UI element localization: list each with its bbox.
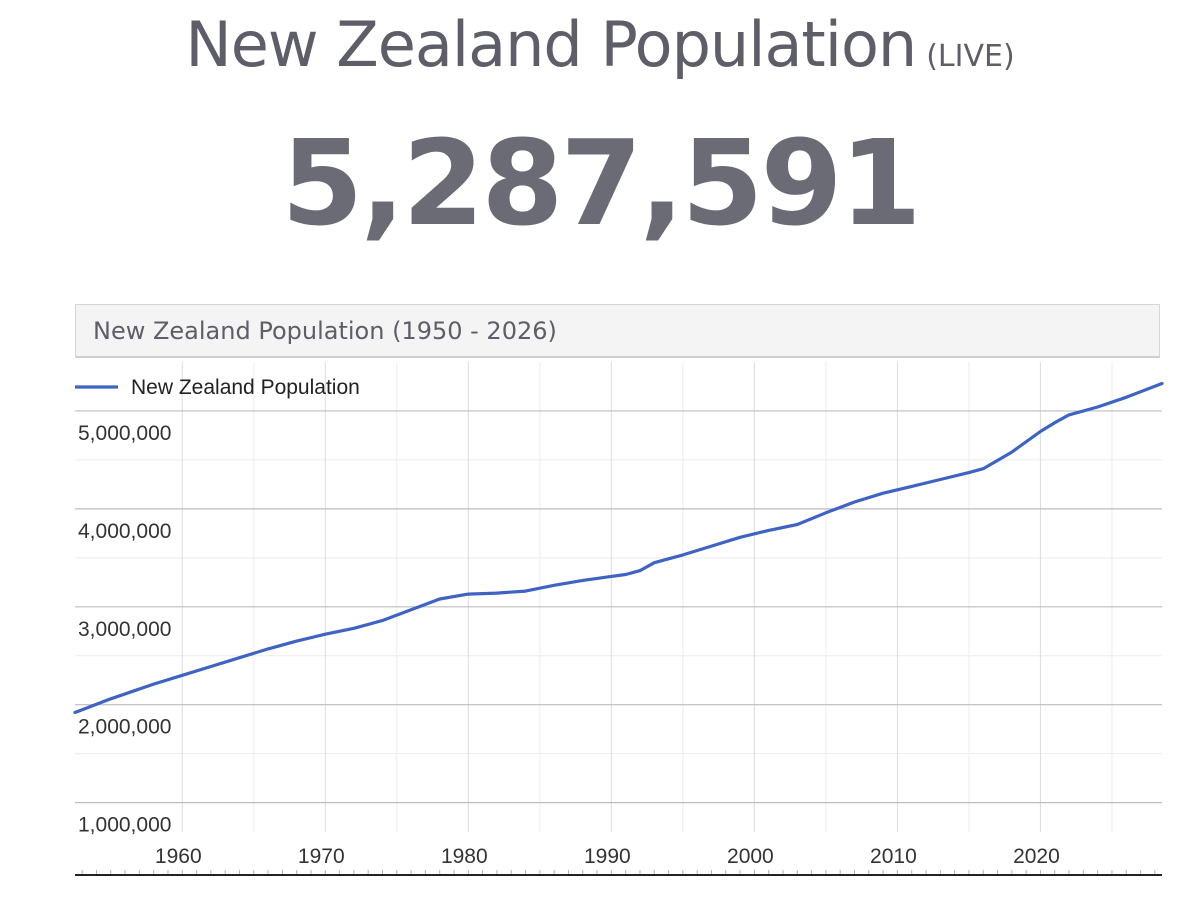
x-tick-label: 2000 [727, 845, 774, 868]
page-title-text: New Zealand Population [185, 8, 917, 81]
series-line-new-zealand-population [73, 381, 1164, 715]
page-title: New Zealand Population (LIVE) [0, 8, 1200, 81]
x-tick-label: 2020 [1013, 845, 1060, 868]
population-counter: 5,287,591 [281, 114, 921, 252]
x-tick-label: 1990 [584, 845, 631, 868]
x-tick-label: 1970 [298, 845, 345, 868]
legend-label: New Zealand Population [131, 376, 360, 399]
y-tick-label: 3,000,000 [78, 618, 171, 641]
chart-header: New Zealand Population (1950 - 2026) [75, 304, 1160, 358]
x-tick-label: 1980 [441, 845, 488, 868]
y-tick-label: 5,000,000 [78, 422, 171, 445]
y-tick-label: 1,000,000 [78, 814, 171, 837]
x-tick-label: 2010 [870, 845, 917, 868]
live-badge: (LIVE) [926, 39, 1015, 74]
y-tick-label: 2,000,000 [78, 716, 171, 739]
x-tick-label: 1960 [155, 845, 202, 868]
chart-title: New Zealand Population (1950 - 2026) [93, 317, 557, 345]
y-tick-label: 4,000,000 [78, 520, 171, 543]
